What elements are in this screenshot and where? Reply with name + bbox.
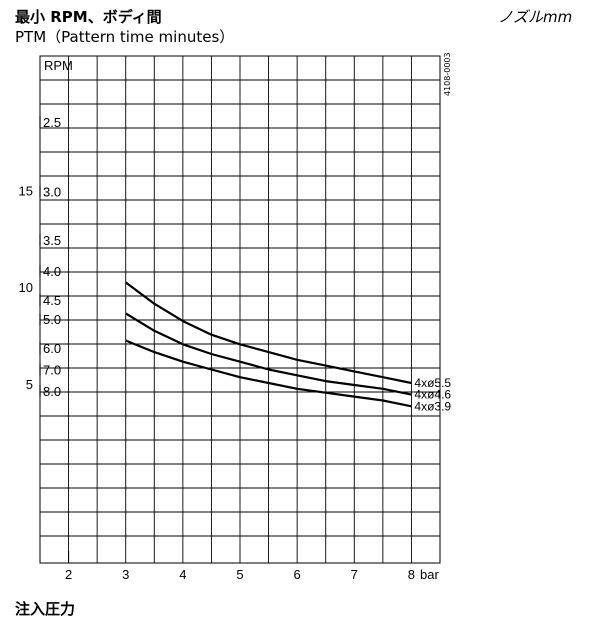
x-tick-label: 2 (65, 567, 72, 582)
rpm-tick-label: 5.0 (43, 312, 61, 327)
rpm-tick-label: 3.0 (43, 184, 61, 199)
series-label: 4xø3.9 (414, 399, 451, 413)
plot-border (39, 55, 441, 564)
rpm-tick-label: 8.0 (43, 384, 61, 399)
series-label: 4xø5.5 (414, 376, 451, 390)
rpm-tick-label: 4.0 (43, 264, 61, 279)
grid (40, 56, 440, 563)
rpm-tick-label: 6.0 (43, 341, 61, 356)
nozzle-unit-label: ノズルmm (498, 8, 573, 26)
rpm-tick-label: 2.5 (43, 115, 61, 130)
x-tick-label: 3 (122, 567, 129, 582)
series-label: 4xø4.6 (414, 388, 451, 402)
x-tick-label: 5 (236, 567, 243, 582)
ptm-tick-label: 5 (26, 377, 33, 392)
rpm-tick-label: 3.5 (43, 233, 61, 248)
chart-title: 最小 RPM、ボディ間 (15, 8, 162, 26)
ptm-tick-label: 15 (19, 183, 33, 198)
chart-subtitle: PTM（Pattern time minutes） (15, 28, 235, 46)
rpm-axis-label: RPM (44, 58, 73, 73)
x-tick-label: 7 (351, 567, 358, 582)
ptm-tick-label: 10 (19, 280, 33, 295)
series-line (125, 339, 412, 408)
tick-labels: RPM 2.5 3.0 3.5 4.0 4.5 5.0 6.0 7.0 8.0 5 10 15 2 3 4 5 6… (19, 58, 440, 582)
plot-frame (39, 55, 441, 564)
rpm-tick-label: 4.5 (43, 293, 61, 308)
x-tick-label: 6 (294, 567, 301, 582)
x-axis-label: 注入圧力 (15, 600, 76, 618)
x-unit-label: bar (420, 567, 439, 582)
x-tick-label: 8 (408, 567, 415, 582)
series-line (125, 312, 412, 396)
rpm-tick-label: 7.0 (43, 362, 61, 377)
x-tick-label: 4 (179, 567, 186, 582)
series-line (125, 281, 412, 385)
